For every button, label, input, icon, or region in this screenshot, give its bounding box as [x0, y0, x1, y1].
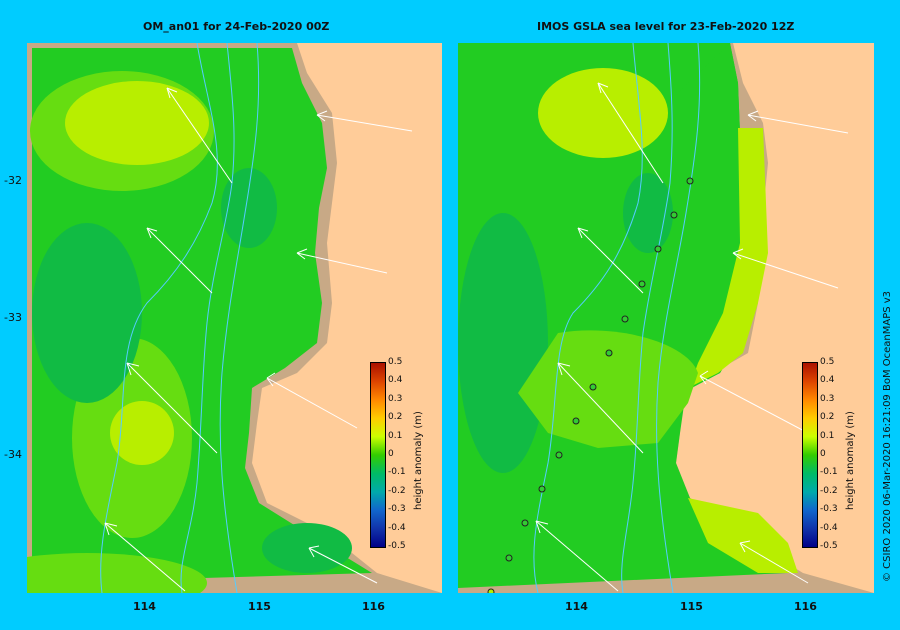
left-colorbar-tick: 0.1 — [388, 430, 403, 441]
left-colorbar-tick: 0.3 — [388, 393, 403, 404]
right-colorbar-tick: 0.4 — [820, 375, 835, 386]
right-colorbar-tick: 0 — [820, 449, 826, 459]
lat-label-32: -32 — [4, 174, 22, 187]
right-colorbar — [802, 362, 818, 548]
right-colorbar-tick: 0.5 — [820, 357, 835, 367]
right-colorbar-tick: -0.5 — [820, 541, 838, 551]
left-colorbar-tick: 0.5 — [388, 357, 403, 367]
right-colorbar-tick: 0.1 — [820, 430, 835, 441]
left-colorbar-title: height anomaly (m) — [413, 411, 424, 510]
right-lon-label-116: 116 — [794, 600, 817, 613]
right-colorbar-title: height anomaly (m) — [845, 411, 856, 510]
right-colorbar-tick: -0.1 — [820, 467, 838, 478]
left-lon-label-114: 114 — [133, 600, 156, 613]
right-colorbar-tick: 0.2 — [820, 412, 835, 423]
left-colorbar-tick: -0.2 — [388, 485, 406, 496]
right-panel-title: IMOS GSLA sea level for 23-Feb-2020 12Z — [537, 20, 795, 33]
left-colorbar-tick: 0.2 — [388, 412, 403, 423]
credit-text: © CSIRO 2020 06-Mar-2020 16:21:09 BoM Oc… — [882, 290, 893, 582]
left-panel-title: OM_an01 for 24-Feb-2020 00Z — [143, 20, 330, 33]
right-colorbar-tick: -0.4 — [820, 522, 838, 533]
left-map[interactable] — [27, 43, 442, 593]
left-colorbar-tick: -0.3 — [388, 504, 406, 515]
right-lon-label-114: 114 — [565, 600, 588, 613]
left-colorbar-tick: -0.1 — [388, 467, 406, 478]
right-map-canvas — [458, 43, 874, 593]
left-colorbar-tick: 0 — [388, 449, 394, 459]
left-lon-label-115: 115 — [248, 600, 271, 613]
right-colorbar-tick: -0.2 — [820, 485, 838, 496]
right-lon-label-115: 115 — [680, 600, 703, 613]
right-colorbar-tick: 0.3 — [820, 393, 835, 404]
left-colorbar-tick: -0.5 — [388, 541, 406, 551]
lat-label-33: -33 — [4, 311, 22, 324]
left-colorbar — [370, 362, 386, 548]
left-colorbar-tick: 0.4 — [388, 375, 403, 386]
left-colorbar-tick: -0.4 — [388, 522, 406, 533]
left-map-canvas — [27, 43, 442, 593]
right-colorbar-tick: -0.3 — [820, 504, 838, 515]
lat-label-34: -34 — [4, 448, 22, 461]
left-lon-label-116: 116 — [362, 600, 385, 613]
right-map[interactable] — [458, 43, 874, 593]
